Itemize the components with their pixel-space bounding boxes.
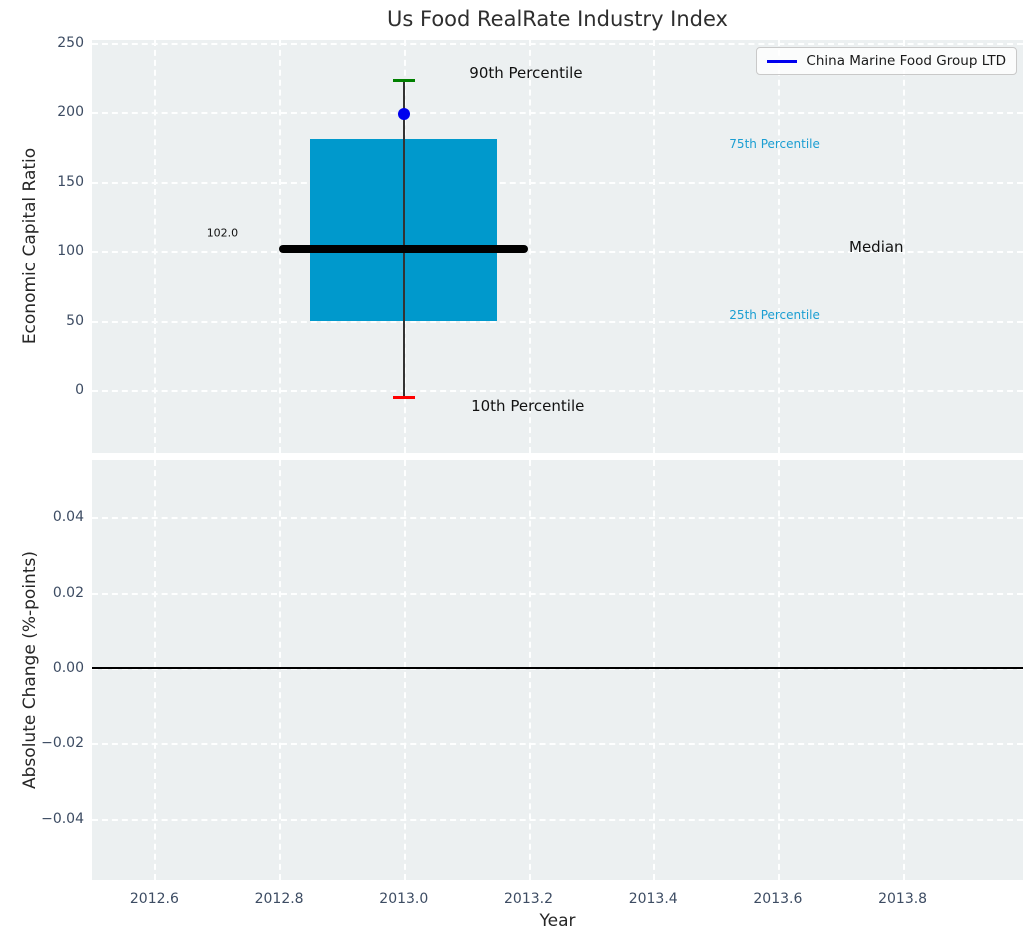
legend-label: China Marine Food Group LTD [806,53,1006,69]
gridline-vertical [154,460,157,880]
gridline-vertical [902,460,905,880]
gridline-vertical [653,460,656,880]
annotation-90th-percentile: 90th Percentile [469,64,583,83]
y-tick-label-top: 250 [57,34,84,51]
boxplot-whisker-line [403,80,405,398]
gridline-horizontal [92,390,1023,393]
gridline-vertical [279,460,282,880]
x-tick-label: 2013.6 [753,891,803,907]
annotation-25th-percentile: 25th Percentile [729,308,820,323]
y-tick-label-bottom: 0.02 [52,584,84,601]
y-tick-label-top: 100 [57,243,84,260]
legend-line-sample [767,59,798,63]
gridline-horizontal [92,517,1023,519]
x-tick-label: 2012.8 [254,891,304,907]
y-tick-label-bottom: −0.02 [41,735,84,752]
x-tick-label: 2013.0 [379,891,429,907]
annotation-median: Median [849,237,904,256]
gridline-horizontal [92,743,1023,746]
x-tick-label: 2012.6 [129,891,179,907]
gridline-vertical [528,460,531,880]
x-tick-label: 2013.8 [878,891,928,907]
gridline-horizontal [92,320,1023,323]
gridline-vertical [528,40,531,453]
gridline-horizontal [92,112,1023,115]
boxplot-10th-cap [392,395,415,399]
boxplot-90th-cap [392,78,415,82]
gridline-vertical [777,460,780,880]
company-data-point [397,107,410,120]
y-tick-label-top: 150 [57,173,84,190]
annotation-102-0: 102.0 [206,226,239,240]
chart-title: Us Food RealRate Industry Index [387,7,728,31]
gridline-vertical [403,460,406,880]
gridline-vertical [902,40,905,453]
gridline-horizontal [92,181,1023,184]
x-axis-label: Year [539,911,576,931]
zero-line [92,666,1023,669]
gridline-horizontal [92,251,1023,254]
annotation-10th-percentile: 10th Percentile [471,397,585,416]
bottom-axes [92,460,1023,880]
x-tick-label: 2013.2 [504,891,553,907]
gridline-horizontal [92,818,1023,821]
y-tick-label-top: 0 [75,382,84,399]
legend: China Marine Food Group LTD [756,47,1017,75]
y-tick-label-top: 50 [66,312,84,329]
boxplot-median-line [279,244,529,253]
gridline-horizontal [92,667,1023,670]
gridline-vertical [777,40,780,453]
top-axes: China Marine Food Group LTD 90th Percent… [92,40,1023,453]
gridline-horizontal [92,42,1023,45]
x-tick-label: 2013.4 [628,891,678,907]
gridline-vertical [653,40,656,453]
y-tick-label-top: 200 [57,104,84,121]
gridline-vertical [154,40,157,453]
y-tick-label-bottom: 0.04 [52,509,84,525]
y-tick-label-bottom: 0.00 [52,659,84,676]
annotation-75th-percentile: 75th Percentile [729,137,820,152]
gridline-horizontal [92,592,1023,595]
y-tick-label-bottom: −0.04 [41,810,84,827]
